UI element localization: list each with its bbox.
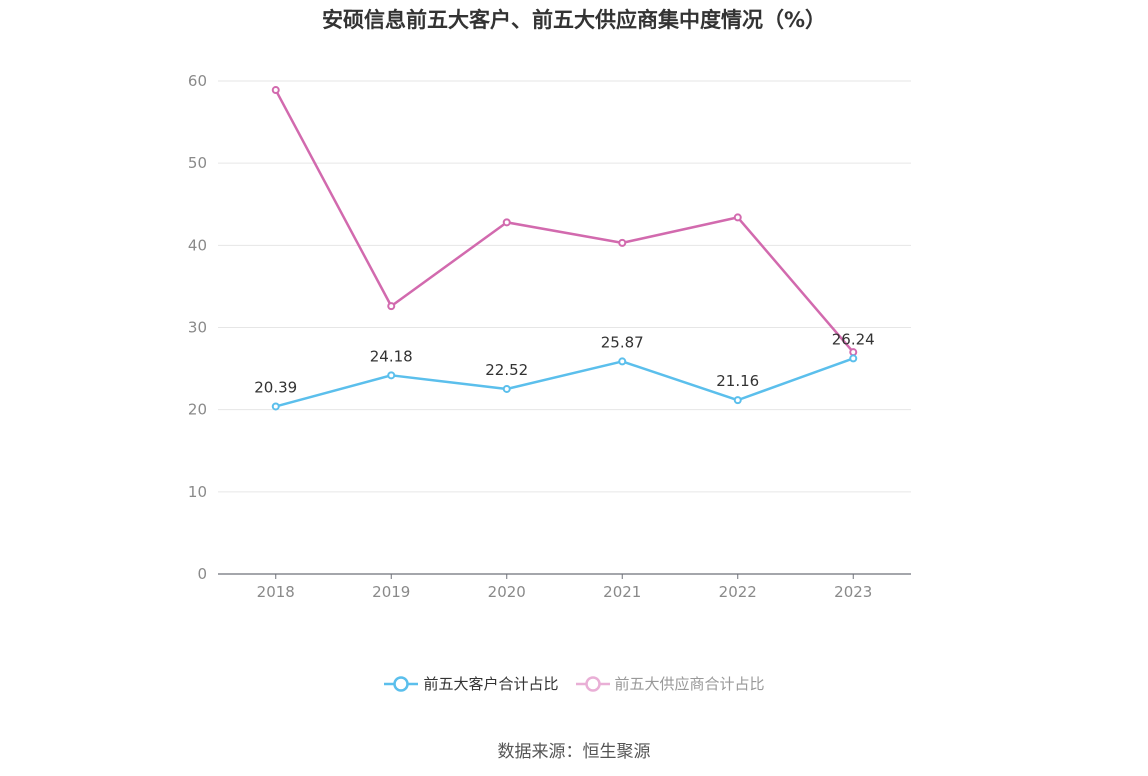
y-tick-label: 30 [188, 319, 207, 337]
legend: 前五大客户合计占比 前五大供应商合计占比 [0, 673, 1148, 694]
series-lines [274, 89, 855, 408]
y-tick-label: 50 [188, 154, 207, 172]
line-chart: 0 10 20 30 40 50 60 2018 2019 2020 2021 2022 2023 2… [188, 72, 911, 601]
series-line-0 [275, 357, 854, 408]
y-tick-label: 0 [197, 565, 207, 583]
legend-item-suppliers[interactable]: 前五大供应商合计占比 [575, 673, 765, 694]
x-tick-label: 2019 [372, 583, 410, 601]
data-label: 25.87 [601, 333, 644, 351]
y-tick-label: 40 [188, 236, 207, 254]
data-point[interactable] [733, 213, 742, 222]
data-point[interactable] [271, 86, 280, 95]
series-line-1 [274, 89, 855, 353]
legend-item-customers[interactable]: 前五大客户合计占比 [383, 673, 559, 694]
x-axis: 2018 2019 2020 2021 2022 2023 [218, 573, 911, 601]
data-label: 22.52 [485, 361, 528, 379]
data-point[interactable] [387, 371, 396, 380]
data-labels: 20.39 24.18 22.52 25.87 21.16 26.24 [254, 330, 874, 396]
data-point[interactable] [502, 218, 511, 227]
data-point[interactable] [618, 238, 627, 247]
y-axis-ticks: 0 10 20 30 40 50 60 [188, 72, 207, 583]
x-tick-label: 2022 [719, 583, 757, 601]
x-tick-label: 2018 [257, 583, 295, 601]
x-tick-label: 2021 [603, 583, 641, 601]
data-label: 20.39 [254, 378, 297, 396]
data-point[interactable] [849, 348, 858, 357]
y-tick-label: 20 [188, 401, 207, 419]
data-label: 26.24 [832, 330, 875, 348]
x-tick-label: 2023 [834, 583, 872, 601]
data-point[interactable] [849, 354, 858, 363]
legend-marker-customers [384, 675, 419, 692]
chart-title: 安硕信息前五大客户、前五大供应商集中度情况（%） [321, 8, 827, 32]
y-tick-label: 60 [188, 72, 207, 90]
data-point[interactable] [502, 384, 511, 393]
data-label: 21.16 [716, 372, 759, 390]
data-source: 数据来源：恒生聚源 [497, 742, 651, 762]
y-tick-label: 10 [188, 483, 207, 501]
data-point[interactable] [271, 402, 280, 411]
data-point[interactable] [618, 357, 627, 366]
legend-marker-suppliers [575, 675, 610, 692]
legend-label-customers: 前五大客户合计占比 [423, 675, 559, 693]
grid-lines [218, 80, 911, 493]
x-tick-label: 2020 [488, 583, 526, 601]
series-points [271, 86, 858, 411]
data-point[interactable] [733, 396, 742, 405]
data-point[interactable] [387, 302, 396, 311]
legend-label-suppliers: 前五大供应商合计占比 [614, 675, 765, 693]
data-label: 24.18 [370, 347, 413, 365]
